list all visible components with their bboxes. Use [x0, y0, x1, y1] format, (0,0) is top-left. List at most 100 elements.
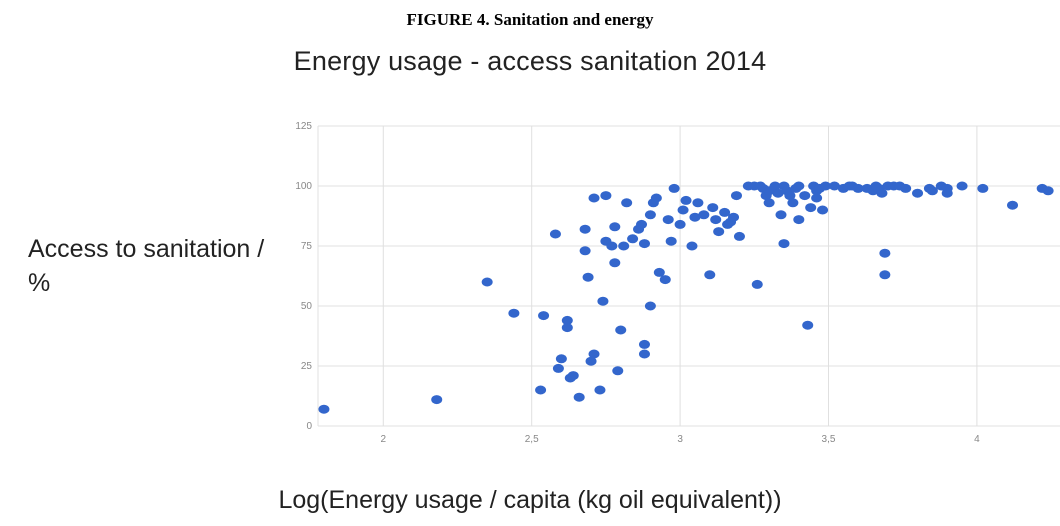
data-point	[606, 241, 618, 251]
data-point	[704, 270, 716, 280]
y-tick-label: 100	[295, 181, 312, 192]
data-point	[538, 311, 550, 321]
data-point	[728, 212, 740, 222]
data-point	[644, 301, 656, 311]
data-point	[977, 183, 989, 193]
data-point	[481, 277, 493, 287]
x-tick-label: 2,5	[525, 434, 539, 445]
data-point	[318, 404, 330, 414]
data-point	[811, 193, 823, 203]
data-point	[802, 320, 814, 330]
x-axis-label: Log(Energy usage / capita (kg oil equiva…	[278, 486, 782, 514]
data-point	[793, 215, 805, 225]
data-point	[778, 239, 790, 249]
data-point	[879, 270, 891, 280]
data-point	[621, 198, 633, 208]
data-point	[597, 296, 609, 306]
data-point	[653, 267, 665, 277]
y-tick-label: 50	[301, 301, 313, 312]
data-point	[713, 227, 725, 237]
y-tick-label: 25	[301, 361, 313, 372]
data-point	[793, 181, 805, 191]
figure-title: FIGURE 4. Sanitation and energy	[406, 10, 654, 29]
data-point	[1042, 186, 1054, 196]
data-point	[677, 205, 689, 215]
data-point	[535, 385, 547, 395]
y-axis-label: Access to sanitation / %	[28, 235, 265, 297]
data-point	[912, 188, 924, 198]
y-tick-label: 0	[306, 421, 312, 432]
data-point	[668, 183, 680, 193]
data-point	[650, 193, 662, 203]
data-point	[600, 191, 612, 201]
data-point	[636, 219, 648, 229]
data-point	[805, 203, 817, 213]
x-tick-label: 2	[381, 434, 387, 445]
data-point	[730, 191, 742, 201]
data-point	[662, 215, 674, 225]
data-point	[680, 195, 692, 205]
tick-labels: 0 25 50 75 100 125 2 2,5 3 3,5 4	[295, 121, 980, 445]
data-point	[561, 323, 573, 333]
x-tick-label: 3,5	[822, 434, 836, 445]
data-point	[594, 385, 606, 395]
data-point	[644, 210, 656, 220]
data-point	[820, 181, 832, 191]
x-tick-label: 4	[974, 434, 980, 445]
data-point	[698, 210, 710, 220]
data-point	[582, 272, 594, 282]
data-point	[817, 205, 829, 215]
data-point	[775, 210, 787, 220]
data-point	[638, 349, 650, 359]
data-point	[689, 212, 701, 222]
data-point	[609, 258, 621, 268]
data-point	[588, 349, 600, 359]
data-point	[567, 371, 579, 381]
data-point	[879, 248, 891, 258]
data-point	[852, 183, 864, 193]
data-point	[692, 198, 704, 208]
data-point	[799, 191, 811, 201]
data-point	[609, 222, 621, 232]
data-point	[638, 339, 650, 349]
data-point	[787, 198, 799, 208]
data-point	[659, 275, 671, 285]
y-tick-label: 75	[301, 241, 313, 252]
data-point	[926, 186, 938, 196]
data-point	[710, 215, 722, 225]
data-point	[828, 181, 840, 191]
data-point	[733, 231, 745, 241]
chart-title: Energy usage - access sanitation 2014	[293, 46, 767, 76]
data-point	[751, 279, 763, 289]
data-point	[638, 239, 650, 249]
data-point	[674, 219, 686, 229]
data-point	[784, 191, 796, 201]
data-point	[549, 229, 561, 239]
data-point	[900, 183, 912, 193]
data-point	[686, 241, 698, 251]
y-tick-label: 125	[295, 121, 312, 132]
data-point	[579, 246, 591, 256]
data-point	[555, 354, 567, 364]
data-point	[618, 241, 630, 251]
data-point	[585, 356, 597, 366]
data-point	[627, 234, 639, 244]
data-point	[876, 188, 888, 198]
data-point	[573, 392, 585, 402]
data-point	[431, 395, 443, 405]
data-point	[1007, 200, 1019, 210]
data-point	[772, 188, 784, 198]
data-point	[612, 366, 624, 376]
data-point	[763, 198, 775, 208]
grid-lines	[317, 125, 1060, 427]
data-point	[615, 325, 627, 335]
data-point	[552, 363, 564, 373]
data-point	[508, 308, 520, 318]
data-point	[588, 193, 600, 203]
data-points	[318, 181, 1054, 414]
x-tick-label: 3	[677, 434, 683, 445]
data-point	[769, 181, 781, 191]
data-point	[561, 315, 573, 325]
data-point	[956, 181, 968, 191]
